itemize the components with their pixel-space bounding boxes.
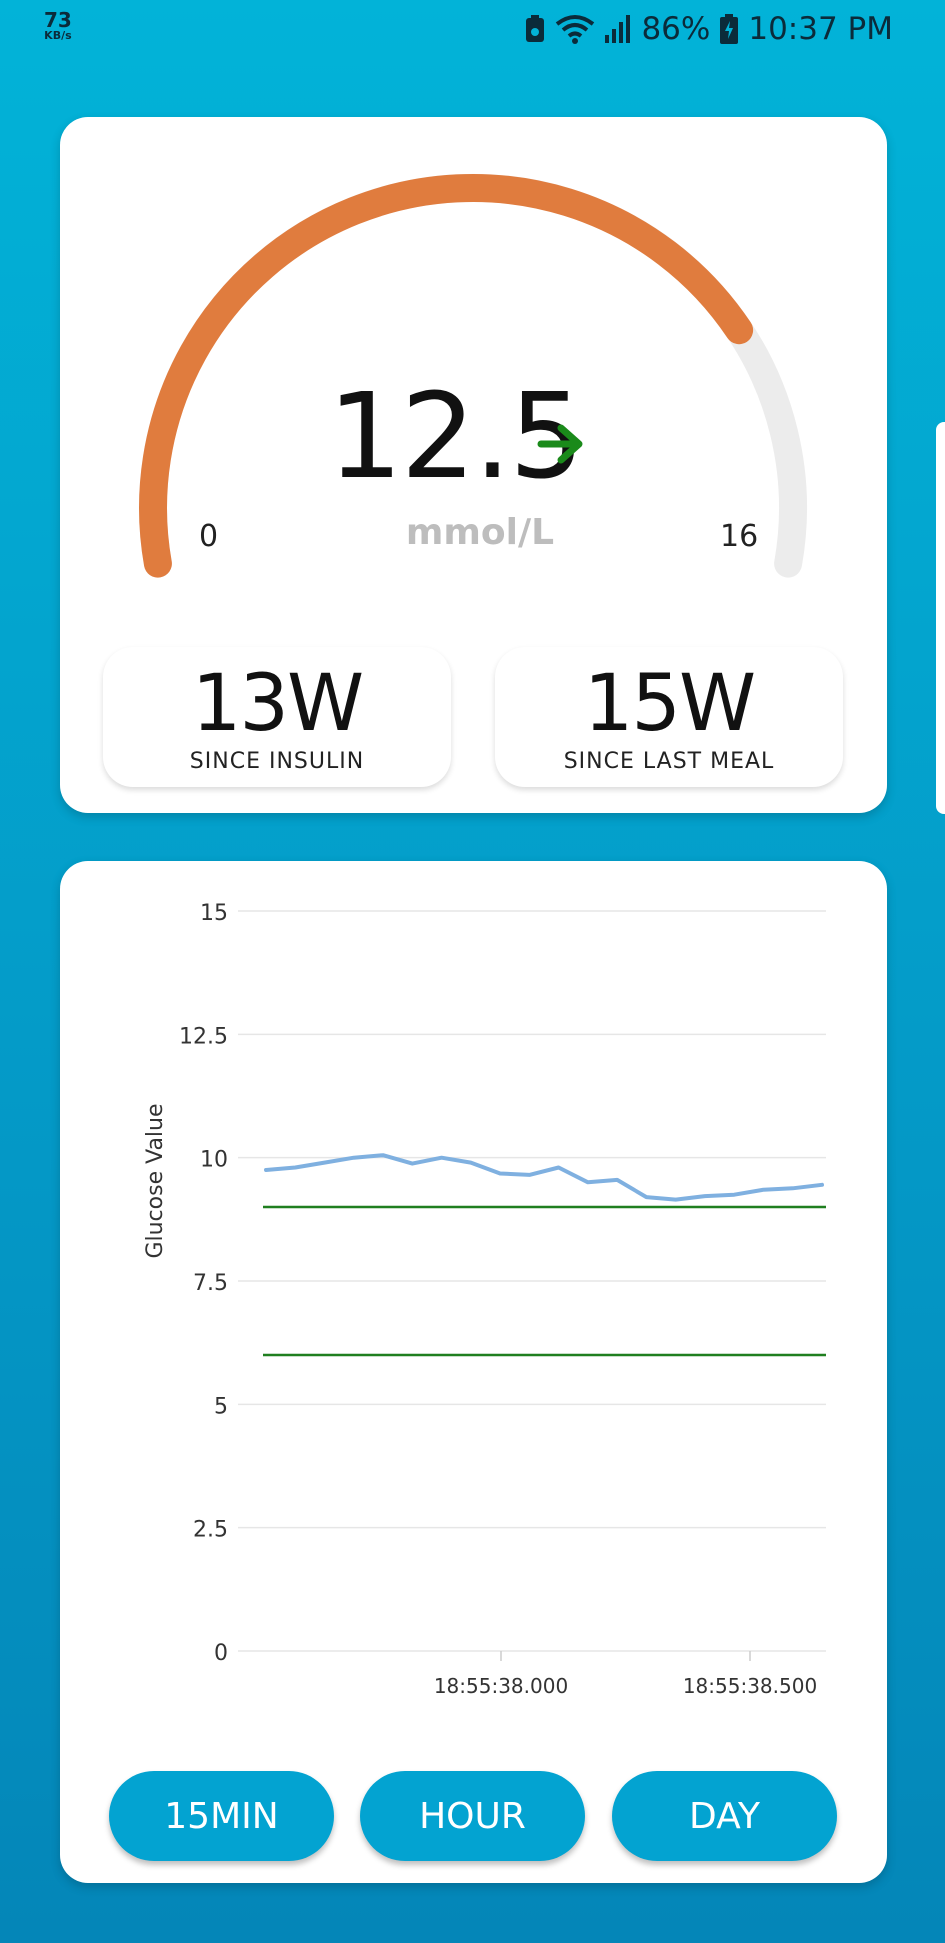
- battery-saver-icon: [525, 15, 545, 43]
- edge-panel-handle[interactable]: [936, 422, 945, 814]
- range-day-button[interactable]: DAY: [612, 1771, 837, 1861]
- gauge-min-label: 0: [199, 519, 219, 554]
- glucose-line-chart: 0 2.5 5 7.5 10 12.5 15 18:55:38.000 18:55:38.500: [179, 901, 826, 1698]
- battery-percent: 86%: [641, 11, 711, 47]
- y-tick-label: 2.5: [193, 1518, 228, 1543]
- wifi-icon: [555, 14, 595, 44]
- y-axis-title: Glucose Value: [143, 1103, 168, 1259]
- y-tick-label: 7.5: [193, 1271, 228, 1296]
- status-icons: 86% 10:37 PM: [525, 10, 893, 48]
- range-15min-button[interactable]: 15MIN: [109, 1771, 334, 1861]
- glucose-gauge: [139, 173, 807, 578]
- arrow-right-icon: [537, 419, 587, 473]
- status-bar: 73 KB/s 86%: [0, 0, 945, 58]
- y-tick-label: 5: [214, 1394, 228, 1419]
- y-tick-label: 0: [214, 1641, 228, 1666]
- since-meal-value: 15W: [583, 659, 756, 749]
- data-speed-indicator: 73 KB/s: [44, 10, 72, 41]
- y-tick-label: 15: [200, 901, 228, 926]
- battery-charging-icon: [720, 14, 739, 44]
- signal-icon: [605, 15, 631, 43]
- x-tick-label: 18:55:38.500: [683, 1674, 817, 1698]
- glucose-unit: mmol/L: [405, 512, 555, 553]
- glucose-summary-card: 12.5 0 mmol/L 16 13W SINCE INSULIN 15W S…: [60, 117, 887, 813]
- since-insulin-value: 13W: [191, 659, 364, 749]
- data-speed-unit: KB/s: [44, 29, 72, 42]
- glucose-chart-card: 0 2.5 5 7.5 10 12.5 15 18:55:38.000 18:55:38.500…: [60, 861, 887, 1883]
- y-tick-label: 10: [200, 1148, 228, 1173]
- since-insulin-label: SINCE INSULIN: [189, 749, 365, 774]
- x-tick-label: 18:55:38.000: [434, 1674, 568, 1698]
- glucose-series-line: [264, 1153, 824, 1202]
- current-glucose-value: 12.5: [327, 367, 585, 505]
- data-speed-value: 73: [44, 8, 72, 32]
- gauge-fill: [139, 174, 754, 578]
- since-meal-label: SINCE LAST MEAL: [563, 749, 775, 774]
- y-tick-label: 12.5: [179, 1024, 228, 1049]
- range-hour-button[interactable]: HOUR: [360, 1771, 585, 1861]
- since-meal-tile[interactable]: 15W SINCE LAST MEAL: [495, 647, 843, 787]
- gauge-max-label: 16: [720, 519, 759, 554]
- clock: 10:37 PM: [748, 11, 893, 47]
- since-insulin-tile[interactable]: 13W SINCE INSULIN: [103, 647, 451, 787]
